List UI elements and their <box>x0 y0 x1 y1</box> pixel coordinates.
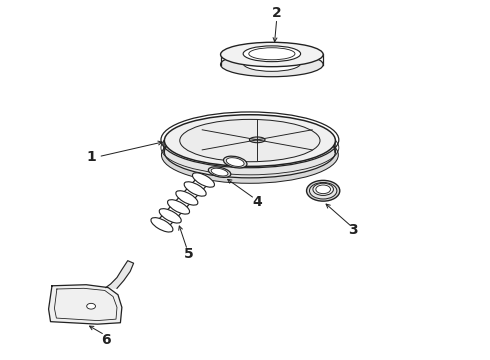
Ellipse shape <box>159 209 181 223</box>
Ellipse shape <box>313 183 333 195</box>
Ellipse shape <box>208 167 231 177</box>
Ellipse shape <box>243 55 300 71</box>
Ellipse shape <box>243 46 300 62</box>
Polygon shape <box>49 285 122 324</box>
Ellipse shape <box>226 158 244 166</box>
Ellipse shape <box>161 126 338 183</box>
Ellipse shape <box>249 137 265 143</box>
Ellipse shape <box>307 180 340 201</box>
Text: 5: 5 <box>184 247 194 261</box>
Text: 2: 2 <box>272 6 282 20</box>
Polygon shape <box>106 261 134 288</box>
Ellipse shape <box>180 120 320 162</box>
Ellipse shape <box>211 168 228 176</box>
Text: 6: 6 <box>101 333 111 347</box>
Ellipse shape <box>151 217 173 232</box>
Ellipse shape <box>164 115 335 166</box>
Ellipse shape <box>193 173 215 187</box>
Ellipse shape <box>168 200 190 214</box>
Text: 1: 1 <box>86 150 96 164</box>
Text: 4: 4 <box>252 194 262 208</box>
Text: 3: 3 <box>348 223 357 237</box>
Ellipse shape <box>249 48 295 60</box>
Ellipse shape <box>184 182 206 196</box>
Ellipse shape <box>310 183 337 199</box>
Ellipse shape <box>316 185 331 194</box>
Ellipse shape <box>220 52 323 77</box>
Ellipse shape <box>176 191 198 205</box>
Ellipse shape <box>220 42 323 67</box>
Ellipse shape <box>164 126 335 178</box>
Ellipse shape <box>223 156 247 168</box>
Ellipse shape <box>87 303 96 309</box>
